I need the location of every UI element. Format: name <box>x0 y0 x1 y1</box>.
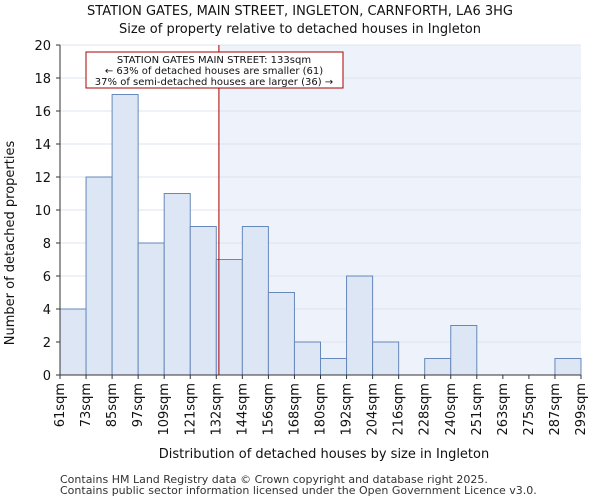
x-tick-label: 287sqm <box>548 383 563 436</box>
histogram-bar <box>320 358 348 376</box>
footer-line-1: Contains HM Land Registry data © Crown c… <box>60 473 488 486</box>
x-tick-label: 97sqm <box>131 383 146 427</box>
histogram-bar <box>293 341 322 376</box>
annotation-line-2: ← 63% of detached houses are smaller (61… <box>105 66 323 77</box>
y-tick-label: 12 <box>34 171 51 186</box>
x-tick-label: 263sqm <box>496 383 511 436</box>
chart-title: STATION GATES, MAIN STREET, INGLETON, CA… <box>87 4 513 19</box>
x-tick-label: 251sqm <box>470 383 485 436</box>
histogram-bar <box>346 275 374 376</box>
y-tick-label: 6 <box>43 270 51 285</box>
y-tick-label: 0 <box>43 369 51 384</box>
y-tick-label: 10 <box>34 204 51 219</box>
x-tick-label: 73sqm <box>79 383 94 427</box>
histogram-bar <box>85 176 113 376</box>
x-tick-label: 275sqm <box>522 383 537 436</box>
x-tick-label: 204sqm <box>366 383 381 436</box>
footer-line-2: Contains public sector information licen… <box>60 484 537 497</box>
histogram-bar <box>189 226 217 376</box>
x-tick-label: 180sqm <box>314 383 329 436</box>
y-tick-label: 20 <box>34 39 51 54</box>
x-tick-label: 240sqm <box>444 383 459 436</box>
marker-annotation: STATION GATES MAIN STREET: 133sqm ← 63% … <box>85 51 344 89</box>
x-tick-label: 228sqm <box>418 383 433 436</box>
x-tick-label: 61sqm <box>53 383 68 427</box>
y-tick-label: 8 <box>43 237 51 252</box>
x-tick-label: 144sqm <box>235 383 250 436</box>
x-tick-label: 121sqm <box>183 383 198 436</box>
histogram-bar <box>241 226 269 376</box>
annotation-box <box>85 51 344 89</box>
x-tick-label: 299sqm <box>574 383 589 436</box>
x-tick-label: 216sqm <box>392 383 407 436</box>
x-tick-label: 85sqm <box>105 383 120 427</box>
histogram-bar <box>372 341 400 376</box>
histogram-bar <box>59 308 87 376</box>
x-axis-label: Distribution of detached houses by size … <box>159 447 489 462</box>
y-tick-label: 16 <box>34 105 51 120</box>
x-tick-label: 132sqm <box>209 383 224 436</box>
histogram-bar <box>450 325 478 376</box>
histogram-bar <box>554 358 582 376</box>
y-tick-label: 14 <box>34 138 51 153</box>
y-tick-label: 18 <box>34 72 51 87</box>
x-tick-label: 192sqm <box>340 383 355 436</box>
x-tick-label: 109sqm <box>157 383 172 436</box>
y-axis-label: Number of detached properties <box>3 141 18 346</box>
annotation-line-3: 37% of semi-detached houses are larger (… <box>95 77 333 88</box>
x-tick-label: 168sqm <box>287 383 302 436</box>
histogram-bar <box>424 358 452 376</box>
histogram-bar <box>163 193 191 376</box>
chart-subtitle: Size of property relative to detached ho… <box>119 22 481 37</box>
y-tick-label: 4 <box>43 303 51 318</box>
histogram-bar <box>137 242 165 376</box>
histogram-bar <box>111 94 139 376</box>
y-tick-label: 2 <box>43 336 51 351</box>
annotation-line-1: STATION GATES MAIN STREET: 133sqm <box>117 55 311 66</box>
histogram-bar <box>215 259 243 376</box>
x-tick-label: 156sqm <box>261 383 276 436</box>
histogram-bar <box>267 292 295 376</box>
